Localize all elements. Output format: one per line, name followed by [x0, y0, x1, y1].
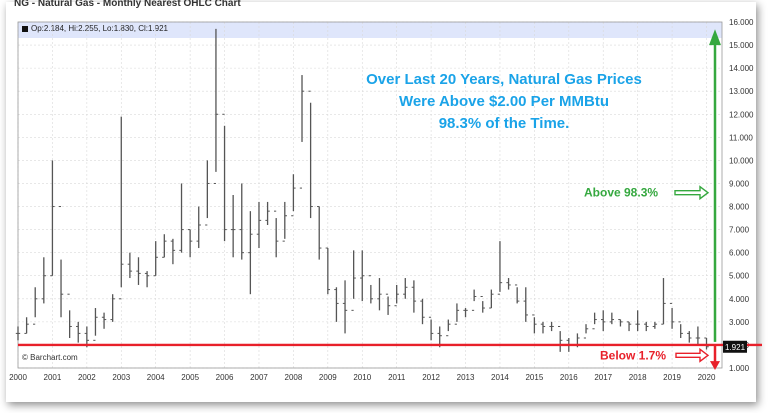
x-tick-label: 2014 — [491, 373, 509, 382]
y-tick-label: 8.000 — [729, 203, 750, 212]
y-tick-label: 15.000 — [729, 41, 754, 50]
chart-title: NG - Natural Gas - Monthly Nearest OHLC … — [14, 0, 241, 9]
y-tick-label: 14.000 — [729, 64, 754, 73]
x-tick-label: 2010 — [353, 373, 371, 382]
chart-frame — [6, 2, 756, 402]
y-tick-label: 6.000 — [729, 249, 750, 258]
source-credit: © Barchart.com — [22, 353, 78, 362]
below-label: Below 1.7% — [600, 348, 666, 362]
ohlc-readout-band — [18, 22, 722, 38]
x-tick-label: 2017 — [594, 373, 612, 382]
headline-headline-line3: 98.3% of the Time. — [439, 115, 570, 132]
below-arrow-head — [710, 361, 720, 370]
x-tick-label: 2004 — [147, 373, 165, 382]
x-tick-label: 2018 — [629, 373, 647, 382]
y-tick-label: 13.000 — [729, 87, 754, 96]
x-tick-label: 2009 — [319, 373, 337, 382]
x-tick-label: 2020 — [698, 373, 716, 382]
x-tick-label: 2012 — [422, 373, 440, 382]
y-tick-label: 7.000 — [729, 226, 750, 235]
readout-square-icon — [22, 25, 28, 32]
above-arrow-head — [709, 29, 721, 46]
below-pointer-arrow — [675, 347, 710, 363]
ohlc-readout: Op:2.184, Hi:2.255, Lo:1.830, Cl:1.921 — [22, 24, 168, 33]
y-tick-label: 10.000 — [729, 156, 754, 165]
y-tick-label: 16.000 — [729, 18, 754, 27]
headline-headline-line2: Were Above $2.00 Per MMBtu — [399, 93, 609, 110]
y-tick-label: 3.000 — [729, 318, 750, 327]
above-label: Above 98.3% — [584, 186, 658, 200]
y-axis: 16.000 15.000 14.000 13.000 12.000 11.000 10.0… — [729, 18, 754, 373]
x-tick-label: 2015 — [525, 373, 543, 382]
x-tick-label: 2005 — [181, 373, 199, 382]
y-tick-label: 11.000 — [729, 133, 753, 142]
ohlc-readout-text: Op:2.184, Hi:2.255, Lo:1.830, Cl:1.921 — [31, 24, 168, 33]
y-tick-label: 1.000 — [729, 364, 750, 373]
x-tick-label: 2006 — [216, 373, 234, 382]
x-tick-label: 2001 — [44, 373, 62, 382]
x-tick-label: 2019 — [663, 373, 681, 382]
last-price-label: 1.921 — [725, 343, 746, 352]
above-pointer-arrow — [674, 185, 710, 201]
x-axis: 2000 2001 2002 2003 2004 2005 2006 2007 2008 2009… — [9, 373, 716, 382]
x-tick-label: 2013 — [457, 373, 475, 382]
y-tick-label: 12.000 — [729, 110, 754, 119]
y-tick-label: 4.000 — [729, 295, 750, 304]
headline-headline-line1: Over Last 20 Years, Natural Gas Prices — [366, 71, 642, 88]
y-tick-label: 5.000 — [729, 272, 750, 281]
price-bars — [15, 28, 709, 352]
plot-border — [17, 21, 723, 369]
x-tick-label: 2008 — [285, 373, 303, 382]
x-tick-label: 2011 — [388, 373, 406, 382]
annotations: 1.921 Over Last 20 Years, Natural Gas Pri… — [18, 29, 762, 370]
x-tick-label: 2000 — [9, 373, 27, 382]
x-tick-label: 2016 — [560, 373, 578, 382]
x-tick-label: 2007 — [250, 373, 268, 382]
last-price-tag — [723, 340, 747, 353]
x-tick-label: 2002 — [78, 373, 96, 382]
x-tick-label: 2003 — [112, 373, 130, 382]
y-tick-label: 9.000 — [729, 179, 750, 188]
